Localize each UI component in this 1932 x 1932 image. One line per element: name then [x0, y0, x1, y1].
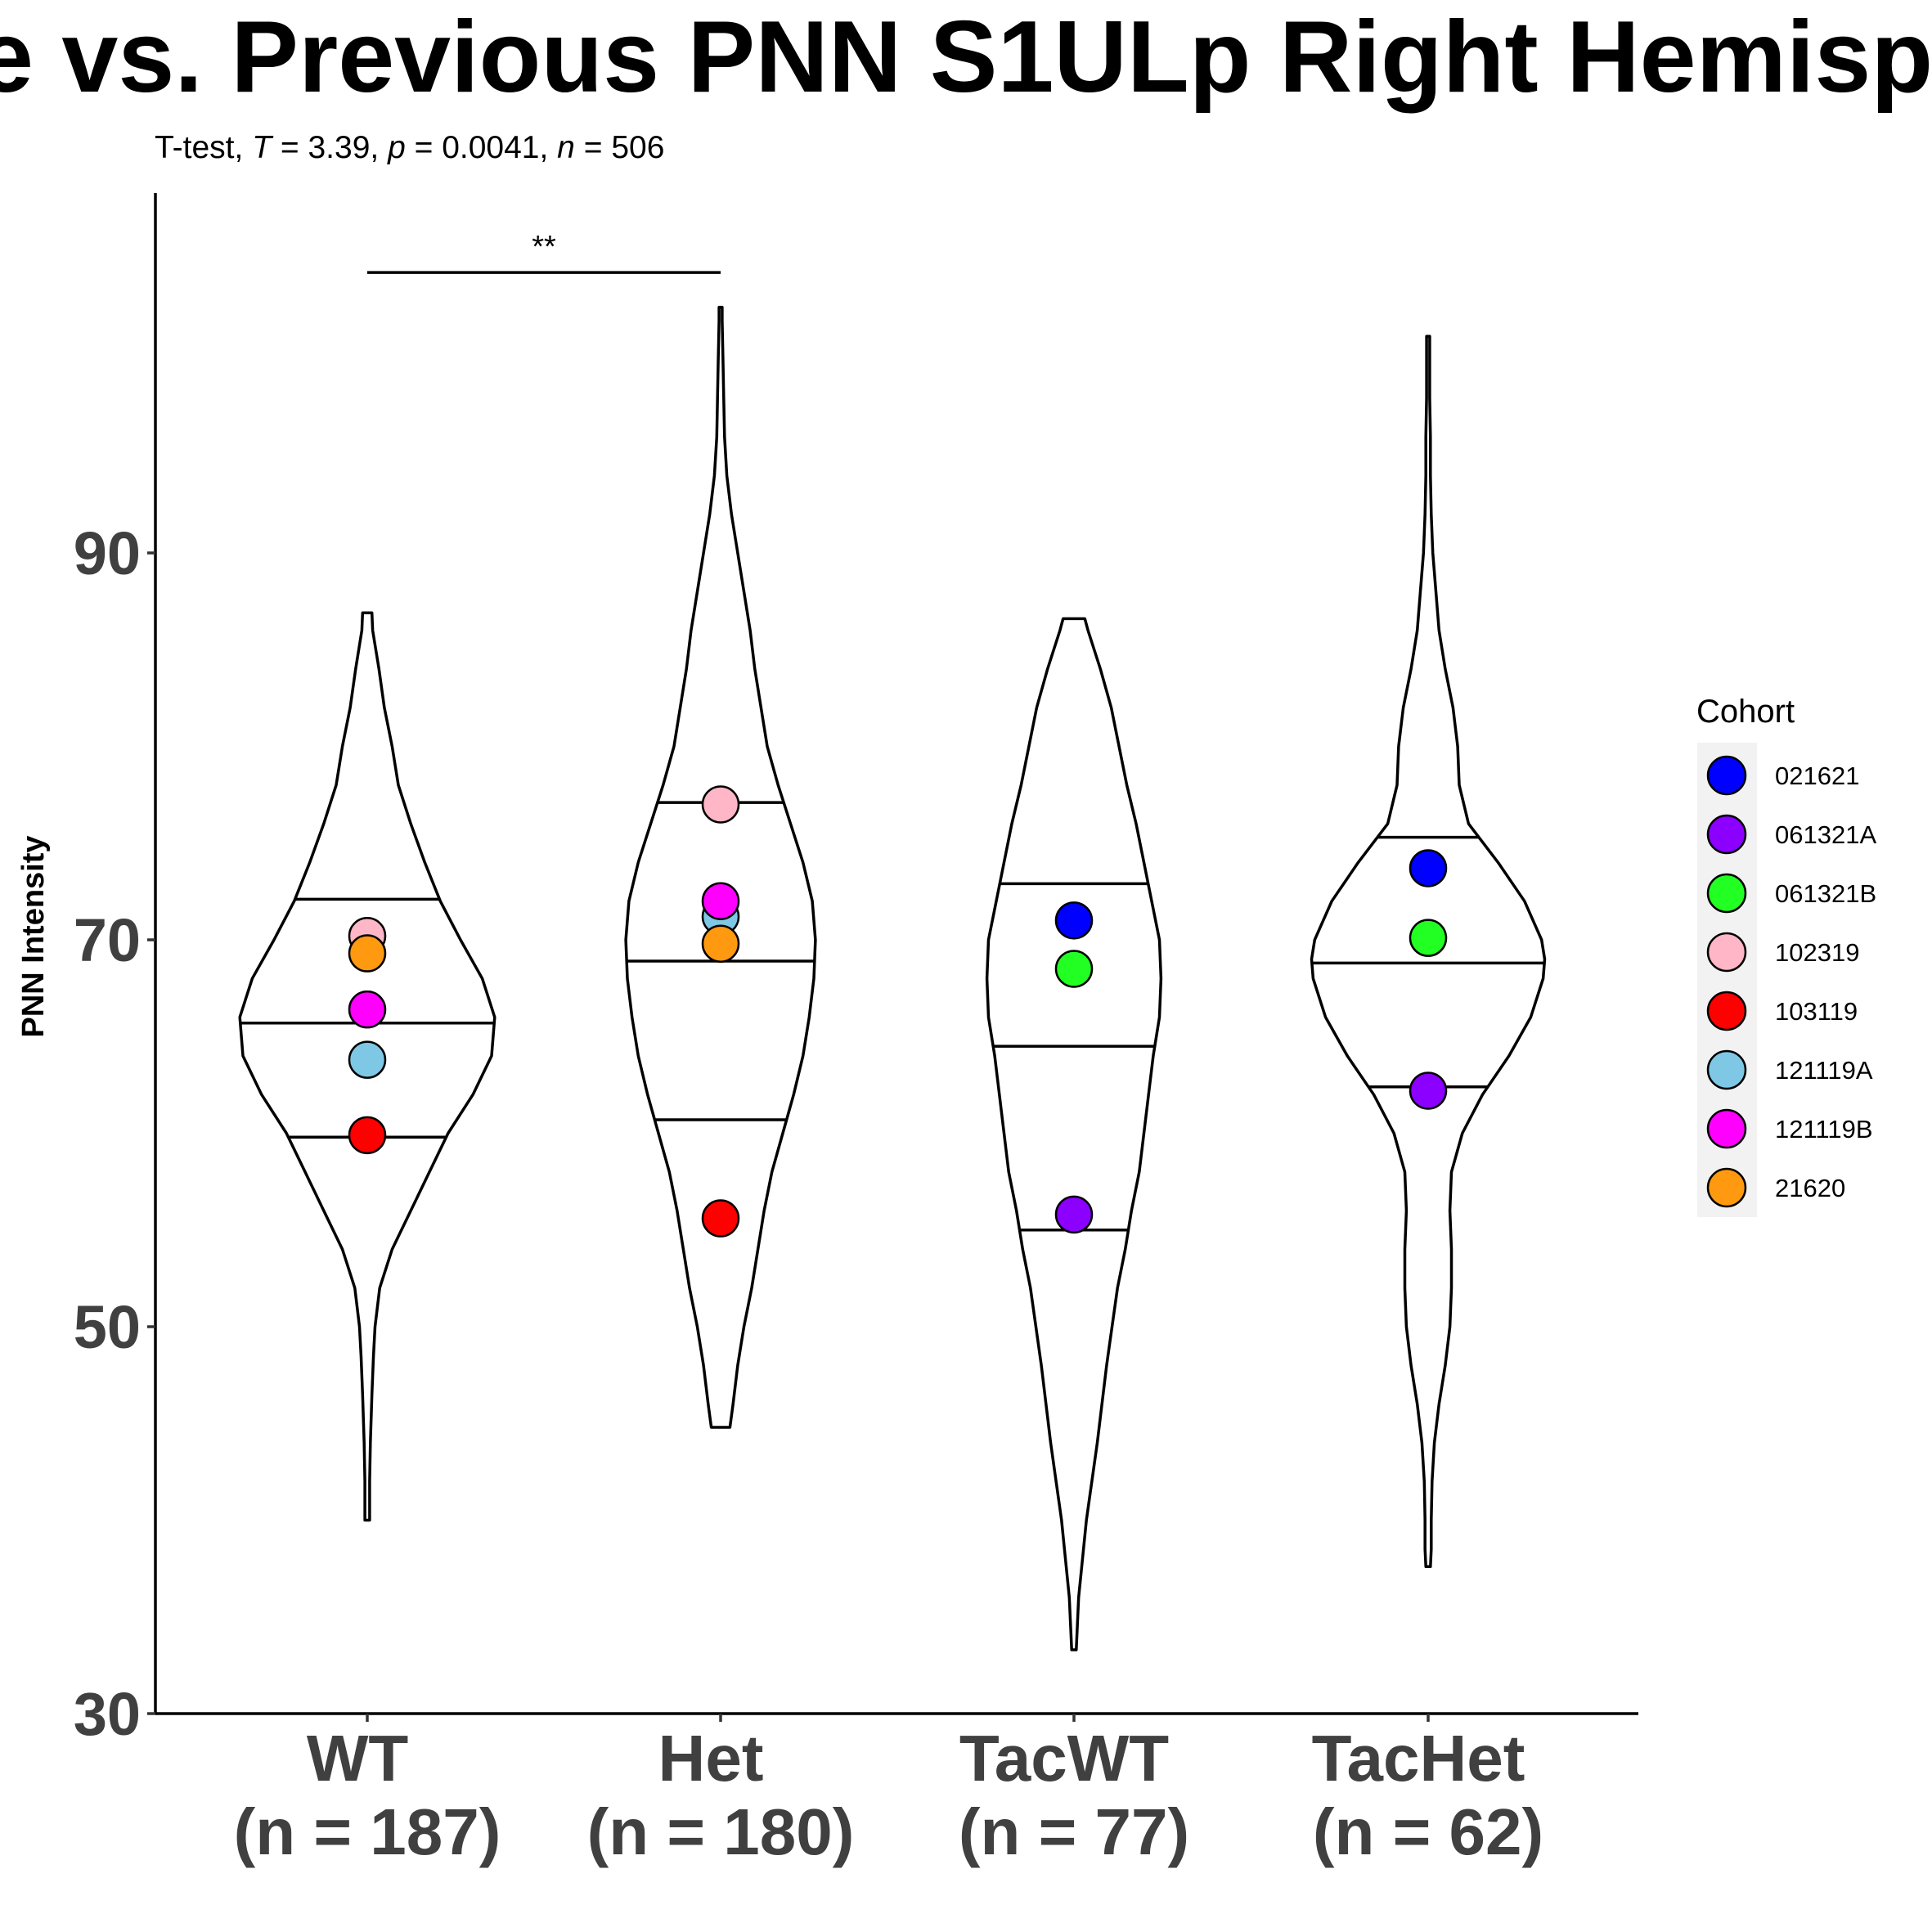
legend-key-061321B [1706, 873, 1747, 914]
legend-key-021621 [1706, 755, 1747, 796]
y-axis-label: PNN Intensity [16, 835, 51, 1037]
data-point-061321B [1409, 919, 1448, 957]
y-tick-label: 30 [74, 1680, 141, 1748]
legend-label: 21620 [1775, 1174, 1845, 1202]
y-tick-label: 50 [74, 1293, 141, 1361]
x-tick-label: Het [658, 1722, 764, 1795]
legend-title: Cohort [1696, 694, 1795, 730]
x-tick-n-label: (n = 77) [959, 1795, 1189, 1868]
x-tick-n-label: (n = 187) [234, 1795, 501, 1868]
legend-label: 121119A [1775, 1056, 1873, 1085]
y-tick-label: 90 [74, 519, 141, 587]
y-tick-label: 70 [74, 906, 141, 974]
legend-key-102319 [1706, 932, 1747, 973]
data-point-121119A [348, 1040, 387, 1079]
data-point-061321A [1054, 1195, 1094, 1234]
data-point-021621 [1409, 849, 1448, 887]
data-point-21620 [701, 924, 740, 963]
legend-label: 102319 [1775, 938, 1859, 967]
data-point-121119B [348, 990, 387, 1029]
data-point-021621 [1054, 901, 1094, 940]
data-point-121119B [701, 882, 740, 920]
violin-Het [624, 305, 817, 1429]
chart-subtitle: T-test, T = 3.39, p = 0.0041, n = 506 [155, 130, 664, 165]
legend-label: 061321B [1775, 879, 1876, 908]
data-point-061321A [1409, 1072, 1448, 1110]
x-tick-label: WT [307, 1722, 409, 1795]
x-tick-label: TacHet [1312, 1722, 1525, 1795]
legend-key-121119B [1706, 1108, 1747, 1149]
legend-label: 121119B [1775, 1115, 1873, 1143]
significance-label: ** [532, 230, 556, 264]
legend-key-103119 [1706, 991, 1747, 1031]
chart-title: e vs. Previous PNN S1ULp Right Hemisp [0, 1, 1932, 114]
x-tick-n-label: (n = 180) [587, 1795, 855, 1868]
x-tick-label: TacWT [959, 1722, 1169, 1795]
legend-label: 021621 [1775, 762, 1859, 790]
legend-key-21620 [1706, 1167, 1747, 1208]
legend-key-121119A [1706, 1049, 1747, 1090]
data-point-21620 [348, 934, 387, 973]
data-point-103119 [348, 1116, 387, 1155]
legend: Cohort 021621 061321A 061321B 102319 103119 1… [1696, 694, 1876, 1217]
legend-label: 103119 [1775, 997, 1858, 1026]
legend-label: 061321A [1775, 820, 1876, 849]
data-point-061321B [1054, 950, 1094, 988]
legend-key-061321A [1706, 814, 1747, 855]
violin-TacWT [985, 617, 1163, 1651]
data-point-102319 [701, 785, 740, 824]
x-tick-n-label: (n = 62) [1313, 1795, 1543, 1868]
data-point-103119 [701, 1199, 740, 1238]
